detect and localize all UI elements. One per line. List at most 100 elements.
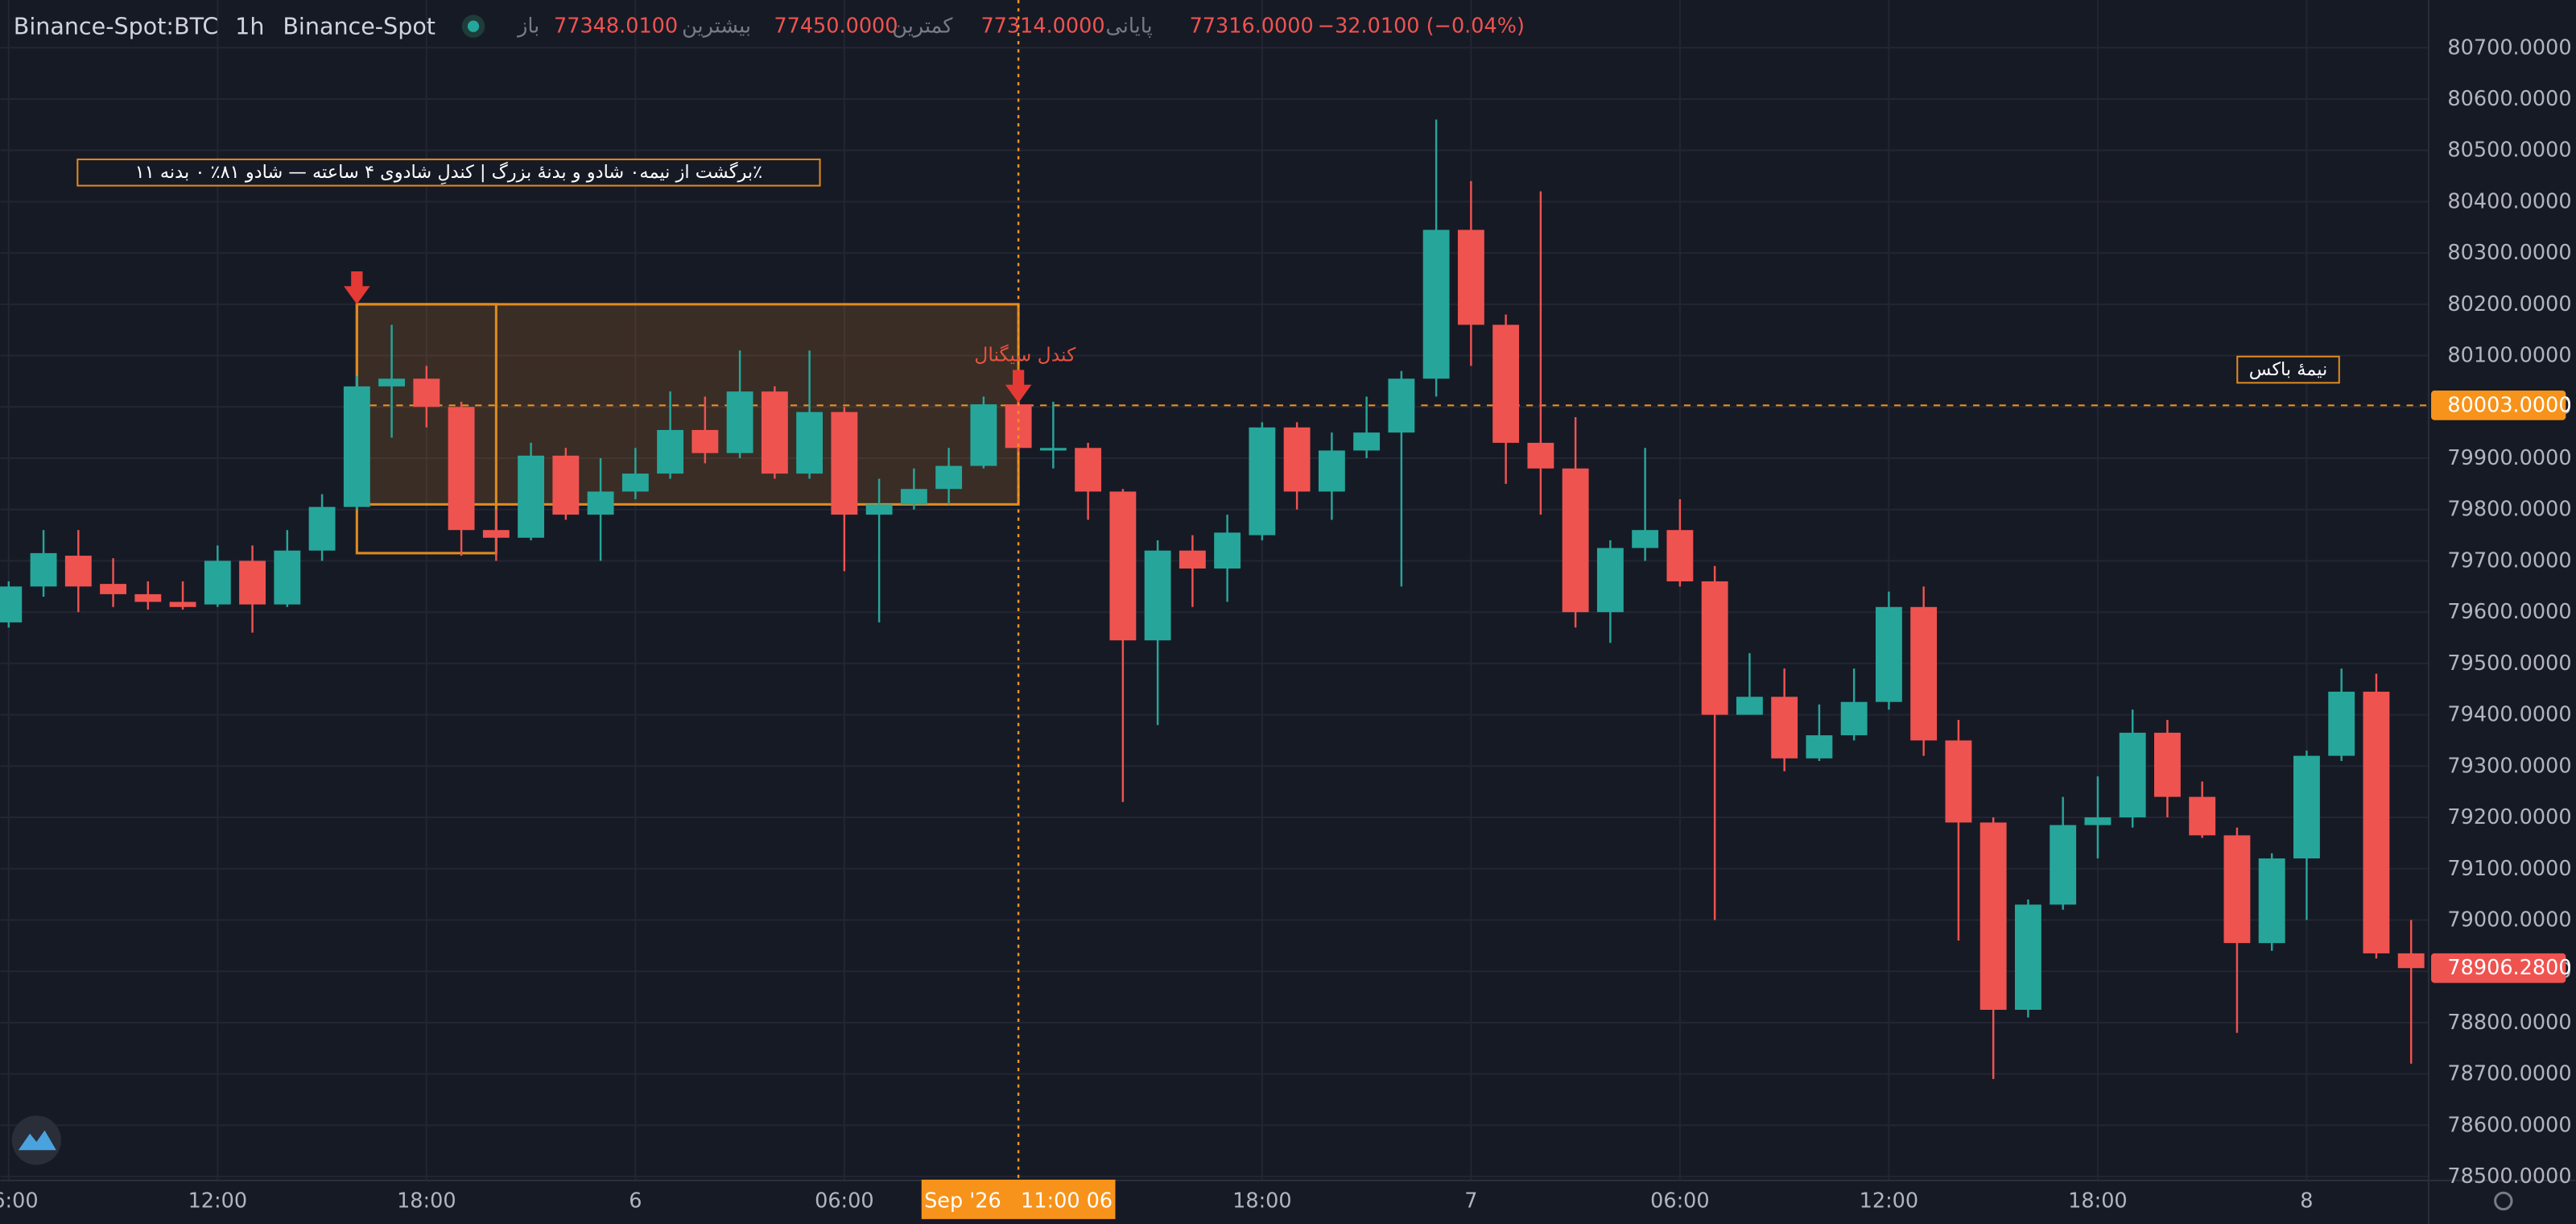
candle-body	[1875, 606, 1902, 702]
candle-body	[2050, 825, 2077, 905]
candle-body	[482, 530, 510, 538]
candle-body	[1179, 550, 1206, 569]
settings-icon[interactable]	[2494, 1191, 2513, 1211]
ohlc-label: پایانی	[1106, 14, 1153, 39]
price-tag	[2431, 953, 2566, 983]
candle-body	[970, 404, 997, 466]
candle-body	[2223, 835, 2251, 944]
candle-body	[64, 556, 92, 587]
logo-circle[interactable]	[11, 1115, 61, 1165]
y-tick-label: 79300.0000	[2447, 754, 2571, 778]
mid-label: نیمهٔ باکس	[2249, 359, 2328, 380]
y-tick-label: 79200.0000	[2447, 805, 2571, 829]
x-tick-label: 06:00	[1650, 1189, 1710, 1213]
ohlc-label: کمترین	[892, 14, 953, 39]
candle-body	[761, 391, 788, 474]
candle-body	[343, 386, 370, 507]
y-tick-label: 78600.0000	[2447, 1113, 2571, 1137]
candle-body	[900, 489, 927, 505]
candle-body	[1840, 701, 1868, 736]
candle-body	[1039, 448, 1067, 451]
candle-body	[1562, 468, 1589, 613]
candle-body	[1596, 548, 1624, 613]
candle-body	[1249, 427, 1276, 536]
candle-body	[1736, 697, 1763, 715]
candle-body	[378, 378, 406, 387]
y-tick-label: 80500.0000	[2447, 139, 2571, 163]
candle-body	[2397, 953, 2425, 969]
candle-body	[134, 593, 162, 602]
candle-body	[1109, 491, 1137, 641]
y-tick-label: 78800.0000	[2447, 1011, 2571, 1035]
x-tick-label: 18:00	[1232, 1189, 1292, 1213]
x-tick-label: 12:00	[1860, 1189, 1919, 1213]
candle-body	[1771, 697, 1798, 759]
candle-body	[2328, 691, 2355, 756]
grid	[0, 0, 2428, 1180]
candle-body	[518, 455, 545, 538]
candle-body	[621, 473, 649, 492]
exchange: Binance-Spot	[283, 13, 436, 40]
candle-body	[2258, 858, 2285, 944]
candle-body	[1806, 735, 1833, 759]
ohlc-value: 77314.0000	[980, 14, 1104, 39]
candle-body	[100, 584, 127, 594]
candle-body	[2084, 817, 2112, 825]
y-tick-label: 78700.0000	[2447, 1062, 2571, 1086]
candle-body	[2153, 732, 2181, 797]
candles	[0, 119, 2425, 1080]
y-tick-label: 80400.0000	[2447, 189, 2571, 213]
candle-body	[413, 378, 440, 407]
candle-body	[204, 560, 231, 605]
candle-body	[1492, 325, 1520, 443]
candle-body	[2119, 732, 2146, 818]
candle-body	[2014, 904, 2041, 1011]
y-tick-label: 79700.0000	[2447, 548, 2571, 573]
y-tick-label: 79800.0000	[2447, 498, 2571, 522]
candle-body	[796, 411, 824, 474]
ohlc-label: باز	[516, 14, 539, 39]
note-box	[76, 158, 821, 187]
x-tick-label: 8	[2300, 1189, 2313, 1213]
logo-icon[interactable]	[18, 1130, 56, 1151]
crosshair-label: Sep '26 11:00 06	[924, 1189, 1113, 1213]
candle-body	[308, 507, 336, 551]
x-tick-label: 06:00	[815, 1189, 874, 1213]
y-tick-label: 80200.0000	[2447, 292, 2571, 316]
candle-body	[726, 391, 753, 453]
x-tick-label: 7	[1464, 1189, 1477, 1213]
ohlc-label: بیشترین	[682, 14, 751, 39]
candle-body	[1701, 581, 1728, 715]
settings[interactable]	[2494, 1191, 2513, 1211]
x-tick-label: 18:00	[2068, 1189, 2128, 1213]
candle-body	[1422, 229, 1450, 379]
y-tick-label: 80600.0000	[2447, 87, 2571, 111]
candle-body	[1075, 448, 1102, 492]
y-tick-label: 79600.0000	[2447, 600, 2571, 624]
candle-body	[169, 602, 196, 607]
candle-body	[239, 560, 266, 605]
signal-arrow	[344, 271, 370, 304]
price-tag-label: 80003.0000	[2447, 393, 2571, 417]
ohlc-value: 77316.0000	[1190, 14, 1314, 39]
candle-body	[1632, 530, 1659, 548]
y-tick-label: 79000.0000	[2447, 908, 2571, 932]
signal-label: کندل سیگنال	[974, 344, 1076, 366]
signal-arrow	[1005, 370, 1032, 403]
candle-body	[587, 491, 614, 515]
candle-body	[1144, 550, 1171, 641]
ohlc-value: 77348.0100	[554, 14, 678, 39]
x-tick-label: 12:00	[188, 1189, 248, 1213]
candle-body	[1283, 427, 1311, 492]
candle-body	[1666, 530, 1694, 581]
status-dot	[467, 20, 480, 32]
candle-body	[448, 407, 475, 531]
overlay: ٪برگشت از نیمه٠ شادو و بدنهٔ بزرگ | کندل…	[76, 0, 2340, 1180]
note: ٪برگشت از نیمه٠ شادو و بدنهٔ بزرگ | کندل…	[135, 161, 763, 185]
y-tick-label: 79400.0000	[2447, 703, 2571, 727]
mid-label-box	[2236, 355, 2340, 384]
y-tick-label: 80300.0000	[2447, 241, 2571, 265]
logo[interactable]	[11, 1115, 61, 1165]
candle-body	[1979, 822, 2007, 1011]
